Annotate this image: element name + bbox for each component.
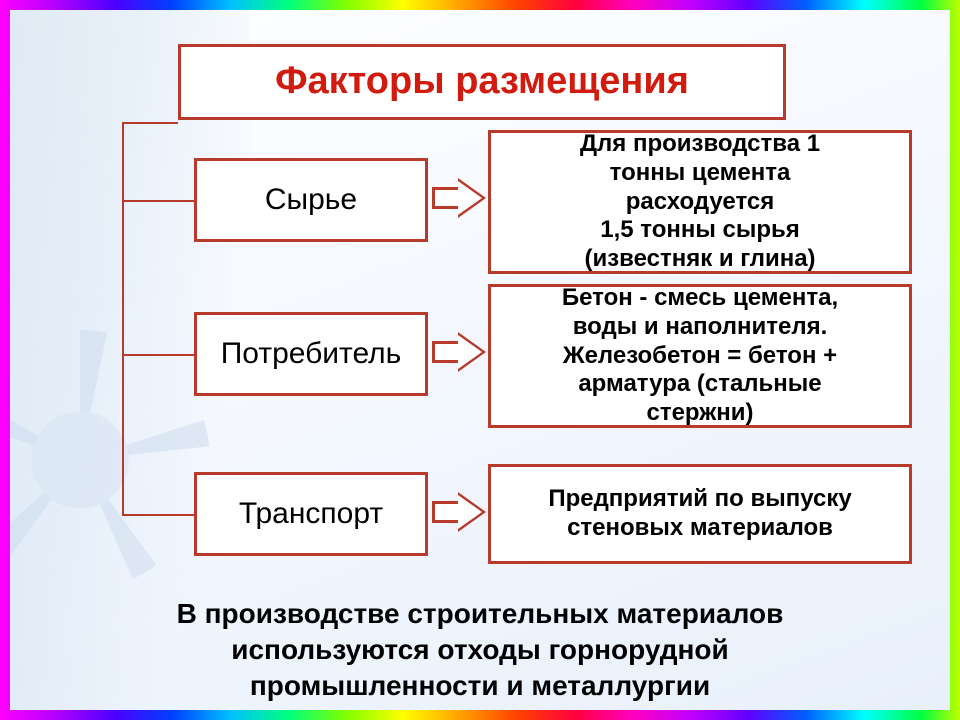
desc-box-raw: Для производства 1тонны цементарасходует… bbox=[488, 130, 912, 274]
desc-line: Предприятий по выпуску bbox=[548, 485, 851, 514]
desc-line: арматура (стальные bbox=[578, 370, 821, 399]
tree-branch bbox=[122, 514, 194, 516]
arrow-icon-transport bbox=[432, 492, 486, 532]
desc-line: Для производства 1 bbox=[580, 130, 820, 159]
desc-line: стеновых материалов bbox=[567, 514, 833, 543]
desc-box-consumer: Бетон - смесь цемента,воды и наполнителя… bbox=[488, 284, 912, 428]
footer-line: промышленности и металлургии bbox=[10, 670, 950, 702]
desc-line: Железобетон = бетон + bbox=[563, 342, 837, 371]
background-watermark-icon bbox=[10, 330, 210, 590]
factor-box-transport: Транспорт bbox=[194, 472, 428, 556]
tree-trunk bbox=[122, 122, 124, 514]
gradient-frame: Факторы размещения Сырье Для производства … bbox=[0, 0, 960, 720]
desc-line: стержни) bbox=[646, 399, 753, 428]
factor-label: Транспорт bbox=[233, 496, 389, 532]
tree-branch bbox=[122, 354, 194, 356]
desc-line: тонны цемента bbox=[610, 159, 791, 188]
factor-box-raw: Сырье bbox=[194, 158, 428, 242]
tree-stub-top bbox=[122, 122, 178, 124]
desc-line: Бетон - смесь цемента, bbox=[562, 284, 838, 313]
footer-line: В производстве строительных материалов bbox=[10, 598, 950, 630]
factor-box-consumer: Потребитель bbox=[194, 312, 428, 396]
desc-line: (известняк и глина) bbox=[584, 245, 815, 274]
arrow-icon-consumer bbox=[432, 332, 486, 372]
title-box: Факторы размещения bbox=[178, 44, 786, 120]
diagram-canvas: Факторы размещения Сырье Для производства … bbox=[10, 10, 950, 710]
desc-line: расходуется bbox=[626, 188, 775, 217]
factor-label: Потребитель bbox=[215, 336, 408, 372]
factor-label: Сырье bbox=[259, 182, 363, 218]
desc-line: 1,5 тонны сырья bbox=[600, 216, 800, 245]
title-text: Факторы размещения bbox=[275, 59, 689, 105]
desc-box-transport: Предприятий по выпускустеновых материало… bbox=[488, 464, 912, 564]
footer-line: используются отходы горнорудной bbox=[10, 634, 950, 666]
tree-branch bbox=[122, 200, 194, 202]
desc-line: воды и наполнителя. bbox=[573, 313, 828, 342]
arrow-icon-raw bbox=[432, 178, 486, 218]
